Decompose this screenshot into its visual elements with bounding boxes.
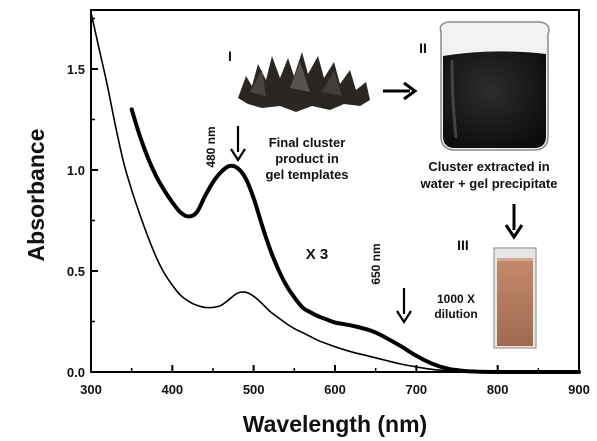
arrow-650nm-head xyxy=(396,310,412,325)
annotation-x3: X 3 xyxy=(306,246,329,263)
y-axis-ticks: 0.0 0.5 1.0 1.5 xyxy=(67,17,98,380)
y-tick-label: 1.0 xyxy=(67,163,85,178)
inset-1-caption-line-3: gel templates xyxy=(265,167,348,182)
inset-2-caption-line-1: Cluster extracted in xyxy=(428,159,549,174)
y-tick-label: 0.0 xyxy=(67,365,85,380)
x-tick-label: 400 xyxy=(161,382,183,397)
gel-cluster-image xyxy=(238,52,370,112)
x-tick-label: 900 xyxy=(568,382,590,397)
inset-numeral-1: I xyxy=(228,48,232,64)
annotation-650nm: 650 nm xyxy=(369,243,383,284)
annotation-480nm: 480 nm xyxy=(204,126,218,167)
inset-3-caption-line-1: 1000 X xyxy=(437,292,475,306)
arrow-2-to-3-head xyxy=(504,224,524,240)
arrow-480nm-head xyxy=(230,148,246,163)
x-tick-label: 700 xyxy=(405,382,427,397)
x-tick-label: 500 xyxy=(243,382,265,397)
cuvette-image xyxy=(493,247,537,349)
x-axis-ticks: 300 400 500 600 700 800 900 xyxy=(80,365,590,397)
y-axis-label: Absorbance xyxy=(23,129,49,262)
x-axis-label: Wavelength (nm) xyxy=(243,411,427,437)
inset-numeral-3: III xyxy=(457,237,469,253)
series-line-2 xyxy=(129,107,581,374)
x-tick-label: 600 xyxy=(324,382,346,397)
x-tick-label: 300 xyxy=(80,382,102,397)
inset-2-caption-line-2: water + gel precipitate xyxy=(420,176,558,191)
beaker-image xyxy=(439,21,550,151)
series-layer xyxy=(90,11,581,374)
y-tick-label: 0.5 xyxy=(67,264,85,279)
inset-1-caption-line-1: Final cluster xyxy=(269,135,346,150)
y-tick-label: 1.5 xyxy=(67,62,85,77)
arrow-1-to-2-head xyxy=(403,81,418,101)
inset-3-caption-line-2: dilution xyxy=(434,307,477,321)
x-tick-label: 800 xyxy=(487,382,509,397)
inset-1-caption-line-2: product in xyxy=(275,151,339,166)
inset-numeral-2: II xyxy=(419,40,427,56)
